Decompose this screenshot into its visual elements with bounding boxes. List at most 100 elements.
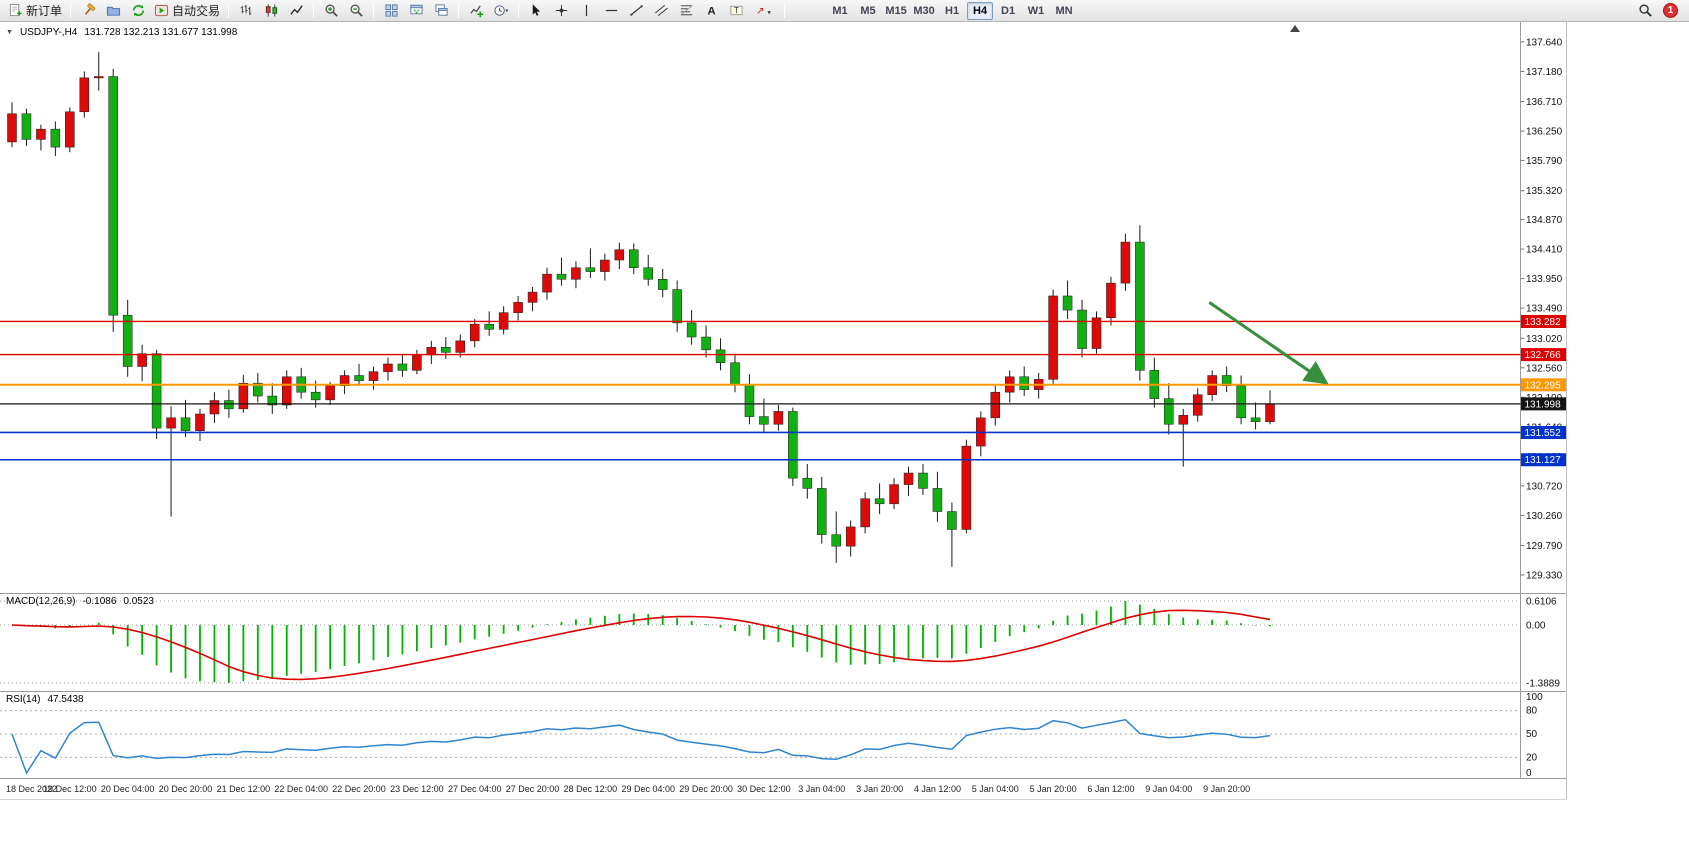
- candle: [469, 323, 480, 342]
- one-click-trading-toggle[interactable]: ▼: [6, 29, 13, 36]
- time-label: 22 Dec 20:00: [332, 784, 386, 794]
- candle: [209, 400, 220, 415]
- time-label: 5 Jan 04:00: [971, 784, 1019, 794]
- candle: [845, 526, 856, 547]
- time-label: 19 Dec 12:00: [43, 784, 97, 794]
- metaeditor-button[interactable]: [76, 1, 100, 21]
- candle: [325, 385, 335, 401]
- time-axis[interactable]: 18 Dec 2022 19 Dec 12:00 20 Dec 04:00 20 De…: [0, 778, 1567, 800]
- text-icon: A: [707, 5, 715, 17]
- chart-shift-marker[interactable]: [1290, 25, 1300, 32]
- candle: [310, 391, 321, 401]
- timeframe-m5-button[interactable]: M5: [860, 4, 876, 17]
- price-badge: [1521, 453, 1566, 467]
- candle: [556, 273, 567, 280]
- candle: [397, 363, 408, 371]
- line-chart-button[interactable]: [284, 1, 308, 21]
- zoom-in-button[interactable]: [319, 1, 343, 21]
- arrange-windows-button[interactable]: [404, 1, 428, 21]
- horizontal-line-button[interactable]: [599, 1, 623, 21]
- candle: [1019, 376, 1029, 390]
- crosshair-button[interactable]: [549, 1, 573, 21]
- cascade-windows-button[interactable]: [429, 1, 453, 21]
- timeframe-mn-button[interactable]: MN: [1055, 4, 1073, 17]
- time-label: 3 Jan 20:00: [856, 784, 904, 794]
- svg-text:130.720: 130.720: [1526, 481, 1563, 492]
- zoom-out-button[interactable]: [344, 1, 368, 21]
- svg-text:133.490: 133.490: [1526, 304, 1563, 315]
- new-order-button[interactable]: 新订单: [5, 1, 65, 21]
- indicators-button[interactable]: [464, 1, 488, 21]
- candlestick-chart-icon: [265, 4, 277, 17]
- candle: [426, 347, 437, 356]
- notification-badge[interactable]: 1: [1663, 3, 1678, 18]
- svg-text:A: A: [707, 5, 715, 17]
- macd-main-value: -0.1086: [82, 596, 117, 607]
- macd-pane[interactable]: 0.6106 0.00 -1.3889: [0, 593, 1567, 691]
- candlestick-chart-button[interactable]: [259, 1, 283, 21]
- timeframe-h4-button[interactable]: H4: [967, 1, 994, 20]
- toolbar-separator: [228, 3, 230, 18]
- search-button[interactable]: [1633, 1, 1657, 21]
- candle: [513, 302, 523, 313]
- time-label: 9 Jan 20:00: [1203, 784, 1251, 794]
- bar-chart-icon: [240, 4, 251, 16]
- arrows-button[interactable]: ↗ ▾: [749, 1, 779, 21]
- candle: [831, 534, 841, 547]
- timeframe-m30-button[interactable]: M30: [913, 4, 935, 17]
- vertical-line-button[interactable]: [574, 1, 598, 21]
- cursor-button[interactable]: [524, 1, 548, 21]
- bar-chart-button[interactable]: [234, 1, 258, 21]
- svg-text:131.552: 131.552: [1525, 428, 1562, 439]
- macd-indicator-label: MACD(12,26,9) -0.1086 0.0523: [6, 596, 154, 607]
- candle: [701, 336, 711, 351]
- main-chart-pane[interactable]: 137.640 137.180 136.710 136.250 135.790 135.3…: [0, 22, 1567, 593]
- price-axis[interactable]: 137.640 137.180 136.710 136.250 135.790 135.3…: [1520, 22, 1563, 593]
- arrange-windows-icon: [409, 4, 423, 15]
- candle: [1120, 241, 1131, 284]
- svg-text:131.127: 131.127: [1525, 455, 1562, 466]
- timeframe-h1-button[interactable]: H1: [945, 4, 960, 17]
- time-label: 29 Dec 20:00: [679, 784, 733, 794]
- autotrading-button[interactable]: 自动交易: [151, 1, 223, 21]
- candle: [368, 371, 379, 381]
- toolbar-separator: [70, 3, 72, 18]
- rsi-pane[interactable]: 100 80 50 20 0: [0, 691, 1567, 778]
- periods-button[interactable]: [489, 1, 513, 21]
- candle: [238, 382, 249, 410]
- refresh-button[interactable]: [126, 1, 150, 21]
- trendline-button[interactable]: [624, 1, 648, 21]
- timeframe-d1-button[interactable]: D1: [1001, 4, 1016, 17]
- time-label: 27 Dec 20:00: [505, 784, 560, 794]
- tile-windows-button[interactable]: [379, 1, 403, 21]
- chart-header: ▼ USDJPY-,H4 131.728 132.213 131.677 131…: [6, 27, 237, 38]
- fibonacci-button[interactable]: [674, 1, 698, 21]
- candle: [817, 488, 827, 535]
- svg-text:T: T: [733, 5, 738, 15]
- text-label-button[interactable]: T: [724, 1, 748, 21]
- text-button[interactable]: A: [699, 1, 723, 21]
- timeframe-m1-button[interactable]: M1: [832, 4, 848, 17]
- svg-text:0: 0: [1526, 768, 1532, 778]
- candlesticks[interactable]: [7, 52, 1275, 567]
- time-label: 4 Jan 12:00: [913, 784, 961, 794]
- horizontal-lines: 133.282 132.766 132.295 131.998 131.552 131.1…: [0, 314, 1566, 467]
- time-label: 9 Jan 04:00: [1145, 784, 1193, 794]
- trend-arrow-annotation[interactable]: [1208, 301, 1329, 385]
- svg-text:133.950: 133.950: [1526, 274, 1563, 285]
- candle: [484, 323, 494, 330]
- autotrading-play-icon: [154, 4, 169, 17]
- timeframe-w1-button[interactable]: W1: [1027, 4, 1045, 17]
- price-badge: [1521, 378, 1566, 392]
- channel-button[interactable]: [649, 1, 673, 21]
- time-label: 5 Jan 20:00: [1029, 784, 1077, 794]
- candle: [730, 362, 740, 385]
- candle: [614, 249, 625, 261]
- candle: [744, 384, 755, 417]
- candle: [1236, 385, 1246, 419]
- candle: [947, 511, 957, 530]
- candle: [759, 416, 769, 425]
- time-label: 6 Jan 12:00: [1087, 784, 1135, 794]
- timeframe-m15-button[interactable]: M15: [885, 4, 907, 17]
- profiles-button[interactable]: [101, 1, 125, 21]
